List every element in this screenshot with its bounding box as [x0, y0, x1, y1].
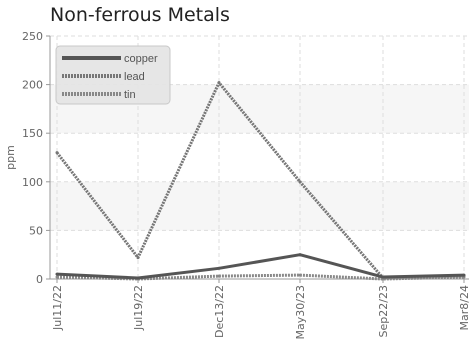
grid-band	[50, 181, 469, 231]
data-point-tin	[298, 273, 302, 277]
data-point-copper	[136, 276, 140, 280]
data-point-lead	[55, 151, 59, 155]
x-tick-label: Mar8/24	[458, 285, 469, 330]
x-tick-label: Sep22/23	[377, 285, 390, 337]
y-tick-label: 0	[36, 273, 43, 286]
data-point-copper	[381, 275, 385, 279]
data-point-lead	[217, 81, 221, 85]
y-tick-label: 100	[22, 176, 43, 189]
data-point-copper	[217, 266, 221, 270]
data-point-copper	[55, 272, 59, 276]
data-point-tin	[217, 274, 221, 278]
data-point-tin	[55, 275, 59, 279]
x-tick-label: Jul19/22	[132, 285, 145, 331]
legend-label-lead: lead	[124, 71, 145, 83]
y-tick-label: 250	[22, 30, 43, 43]
data-point-copper	[298, 253, 302, 257]
legend-label-tin: tin	[124, 89, 136, 101]
y-tick-label: 50	[29, 224, 43, 237]
data-point-lead	[298, 180, 302, 184]
data-point-copper	[462, 273, 466, 277]
y-tick-label: 200	[22, 79, 43, 92]
x-tick-label: Dec13/22	[213, 285, 226, 338]
data-point-lead	[136, 256, 140, 260]
x-tick-label: Jul11/22	[51, 285, 64, 331]
x-tick-label: May30/23	[294, 285, 307, 339]
y-axis-label: ppm	[4, 145, 17, 170]
chart-title: Non-ferrous Metals	[50, 4, 230, 26]
y-tick-label: 150	[22, 127, 43, 140]
legend-label-copper: copper	[124, 53, 158, 65]
series-line-copper	[56, 253, 465, 280]
